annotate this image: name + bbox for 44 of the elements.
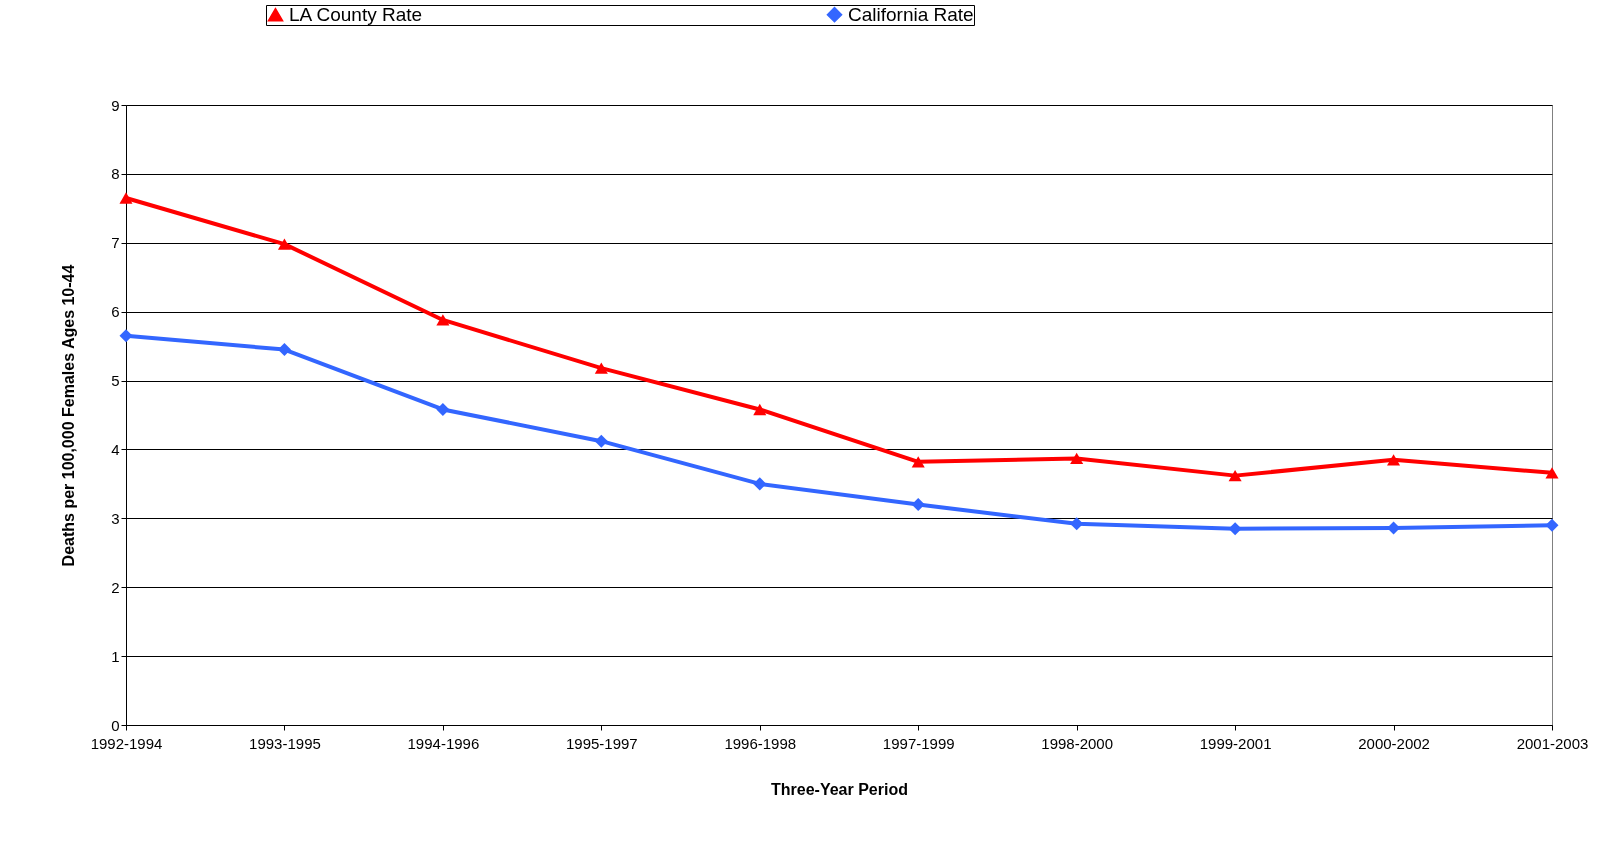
x-tick-label: 1992-1994: [90, 734, 163, 752]
y-tick-label: 3: [111, 509, 120, 527]
x-tick-label: 1996-1998: [724, 734, 797, 752]
point: [1070, 452, 1084, 465]
point: [1387, 454, 1401, 466]
point: [1387, 521, 1401, 535]
x-tick-label: 1995-1997: [565, 734, 638, 752]
y-tick-label: 8: [111, 165, 120, 183]
point: [1228, 469, 1242, 482]
y-tick-label: 5: [111, 372, 120, 390]
point: [1070, 517, 1084, 531]
point: [753, 477, 767, 491]
point: [436, 402, 450, 417]
point: [277, 343, 291, 357]
x-tick-label: 1998-2000: [1041, 734, 1114, 752]
y-tick-label: 7: [111, 234, 120, 252]
x-tick-label: 2001-2003: [1516, 734, 1589, 752]
x-tick-label: 2000-2002: [1358, 734, 1430, 752]
point: [1545, 467, 1559, 479]
x-axis-title: Three-Year Period: [771, 780, 908, 798]
point: [911, 456, 925, 468]
legend-label: LA County Rate: [289, 3, 423, 25]
y-tick-label: 2: [111, 578, 120, 596]
y-tick-label: 6: [111, 303, 120, 321]
y-tick-label: 0: [111, 716, 120, 734]
point: [119, 192, 133, 204]
x-tick-label: 1997-1999: [882, 734, 955, 752]
legend-label: California Rate: [848, 3, 974, 25]
point: [594, 362, 608, 374]
x-tick-label: 1994-1996: [407, 734, 480, 752]
point: [1228, 522, 1242, 536]
y-axis-title: Deaths per 100,000 Females Ages 10-44: [60, 264, 78, 567]
point: [277, 238, 291, 250]
point: [911, 498, 925, 512]
point: [436, 314, 450, 326]
y-tick-label: 1: [111, 647, 120, 665]
point: [119, 329, 133, 343]
y-tick-label: 9: [111, 96, 120, 114]
x-tick-label: 1999-2001: [1199, 734, 1272, 752]
point: [1545, 518, 1559, 532]
point: [753, 403, 767, 416]
y-tick-label: 4: [111, 440, 120, 458]
x-tick-label: 1993-1995: [249, 734, 321, 752]
point: [594, 434, 608, 448]
